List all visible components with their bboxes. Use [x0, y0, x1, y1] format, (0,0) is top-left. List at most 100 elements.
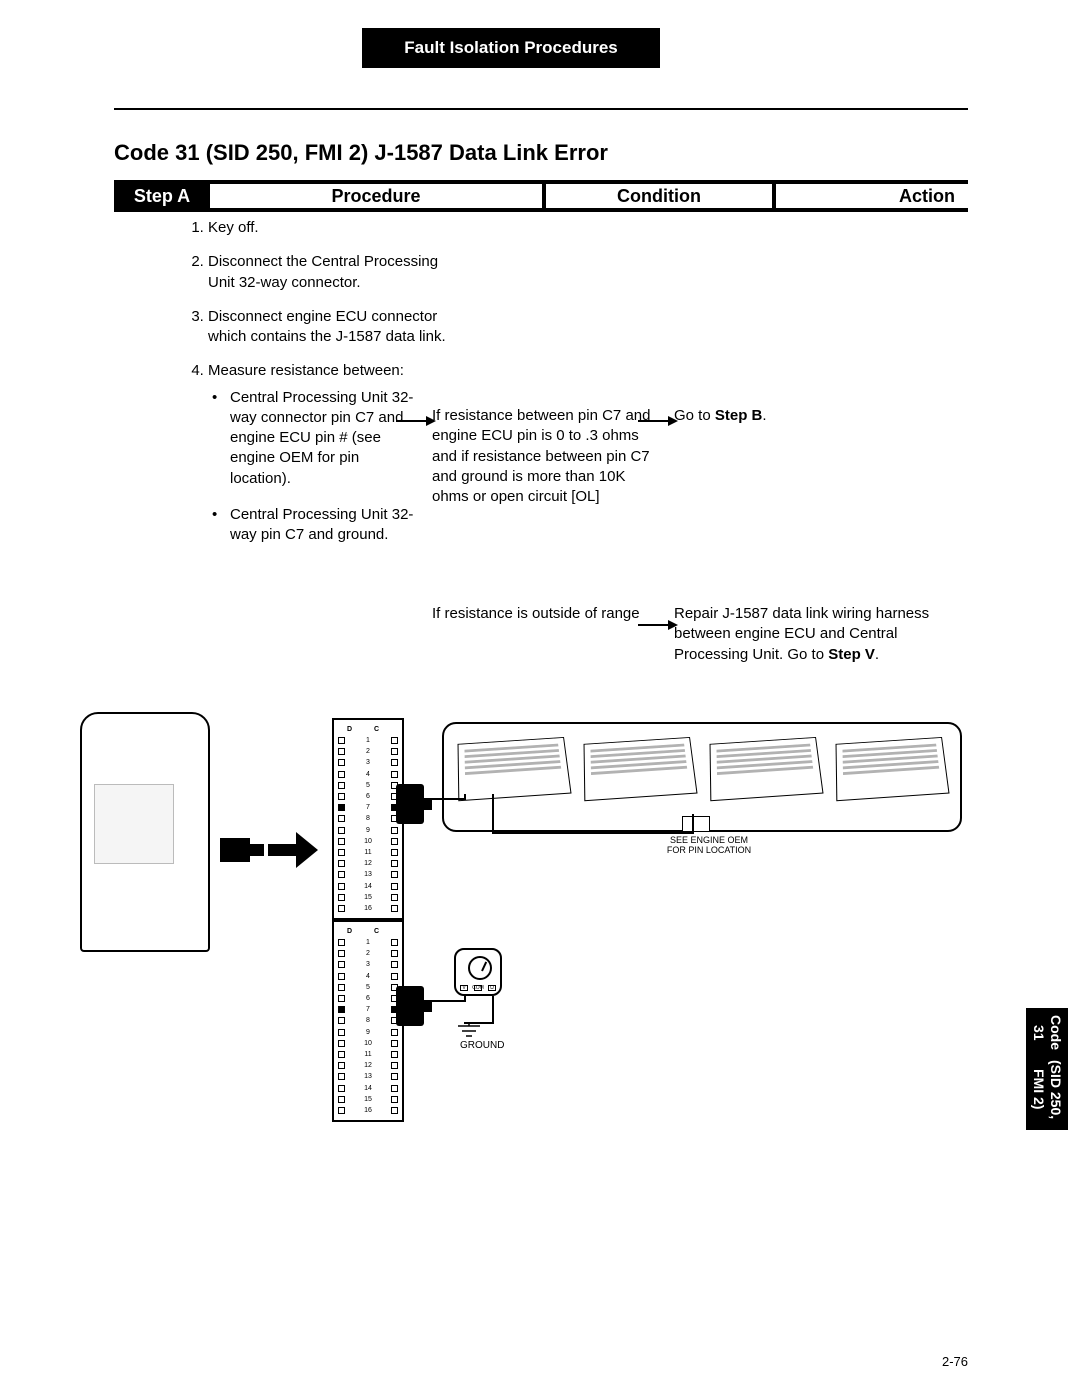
wire	[492, 996, 494, 1022]
procedure-subitem: Central Processing Unit 32-way connector…	[212, 388, 466, 489]
arrow-icon	[638, 618, 678, 632]
page-title: Code 31 (SID 250, FMI 2) J-1587 Data Lin…	[114, 140, 608, 166]
connector-row: 9	[338, 825, 398, 836]
connector-row: 4	[338, 769, 398, 780]
ground-icon	[456, 1022, 482, 1040]
procedure-column: Key off. Disconnect the Central Processi…	[186, 218, 496, 561]
connector-row: 3	[338, 959, 398, 970]
meter-port-label: V	[460, 985, 468, 991]
connector-row: 9	[338, 1027, 398, 1038]
connector-row: 14	[338, 1082, 398, 1093]
wire	[420, 1000, 464, 1002]
connector-row: 4	[338, 971, 398, 982]
connector-row: 3	[338, 757, 398, 768]
connector-row: 10	[338, 1038, 398, 1049]
arrow-right-icon	[268, 832, 318, 868]
wire	[464, 996, 466, 1002]
procedure-item: Disconnect engine ECU connector which co…	[208, 307, 496, 348]
header-title: Fault Isolation Procedures	[404, 38, 618, 58]
connector-row: 13	[338, 869, 398, 880]
action-text: Repair J-1587 data link wiring harness b…	[674, 605, 929, 663]
ecu-note-line: FOR PIN LOCATION	[644, 846, 774, 856]
meter-port-label: Ω	[488, 985, 496, 991]
multimeter-icon: V COM Ω	[454, 948, 502, 1008]
connector-row: 2	[338, 746, 398, 757]
action-suffix: .	[875, 646, 879, 663]
column-header-condition: Condition	[546, 184, 772, 208]
connector-row: 6	[338, 791, 398, 802]
page-number: 2-76	[942, 1354, 968, 1369]
connector-row: 7	[338, 1004, 398, 1015]
condition-text: If resistance is outside of range	[432, 605, 640, 622]
arrow-icon	[638, 414, 678, 428]
wire	[492, 832, 692, 834]
connector-row: 5	[338, 780, 398, 791]
wire	[420, 798, 464, 800]
action-bold: Step V	[828, 646, 875, 663]
wire	[464, 794, 466, 800]
condition-text: If resistance between pin C7 and engine …	[432, 407, 650, 505]
ecu-connector-icon	[682, 816, 710, 832]
column-header-action: Action	[776, 184, 1078, 208]
connector-row: 8	[338, 813, 398, 824]
meter-port-label: COM	[474, 985, 482, 991]
wiring-diagram: D C 12345678910111213141516 V COM Ω SEE …	[80, 712, 980, 1172]
connector-row: 5	[338, 982, 398, 993]
connector-row: 10	[338, 836, 398, 847]
connector-row: 12	[338, 1060, 398, 1071]
connector-plug-icon	[396, 784, 424, 824]
condition-cell: If resistance is outside of range	[432, 604, 658, 624]
cpu-module-icon	[80, 712, 210, 952]
header-band: Fault Isolation Procedures	[362, 28, 660, 68]
connector-row: 11	[338, 847, 398, 858]
ecu-icon	[710, 737, 824, 801]
connector-32way-icon: D C 12345678910111213141516	[332, 718, 404, 920]
step-header-bar: Step A Procedure Condition Action	[114, 180, 968, 212]
column-header-procedure: Procedure	[210, 184, 542, 208]
ecu-group-icon: SEE ENGINE OEM FOR PIN LOCATION	[442, 722, 962, 832]
procedure-subitem: Central Processing Unit 32-way pin C7 an…	[212, 505, 466, 546]
procedure-item: Key off.	[208, 218, 496, 238]
connector-row: 15	[338, 892, 398, 903]
connector-row: 8	[338, 1015, 398, 1026]
connector-row: 11	[338, 1049, 398, 1060]
ground-label: GROUND	[460, 1040, 504, 1051]
action-cell: Go to Step B.	[674, 406, 954, 426]
action-text: Go to	[674, 407, 715, 424]
connector-columns-label: D C	[338, 726, 398, 733]
cpu-screen-icon	[94, 784, 174, 864]
procedure-sublist: Central Processing Unit 32-way connector…	[208, 388, 466, 546]
procedure-item-text: Measure resistance between:	[208, 362, 404, 379]
connector-row: 15	[338, 1094, 398, 1105]
ecu-note: SEE ENGINE OEM FOR PIN LOCATION	[644, 836, 774, 856]
connector-row: 14	[338, 880, 398, 891]
connector-row: 6	[338, 993, 398, 1004]
wire	[692, 814, 694, 834]
condition-cell: If resistance between pin C7 and engine …	[432, 406, 658, 507]
ecu-icon	[458, 737, 572, 801]
connector-32way-icon: D C 12345678910111213141516	[332, 920, 404, 1122]
horizontal-rule	[114, 108, 968, 110]
connector-columns-label: D C	[338, 928, 398, 935]
wire	[492, 794, 494, 834]
side-tab-line: (SID 250, FMI 2)	[1030, 1054, 1064, 1124]
connector-row: 1	[338, 735, 398, 746]
ecu-icon	[836, 737, 950, 801]
ecu-icon	[584, 737, 698, 801]
connector-plug-icon	[396, 986, 424, 1026]
connector-row: 2	[338, 948, 398, 959]
connector-row: 7	[338, 802, 398, 813]
action-cell: Repair J-1587 data link wiring harness b…	[674, 604, 954, 665]
procedure-item: Disconnect the Central Processing Unit 3…	[208, 252, 496, 293]
connector-row: 16	[338, 1105, 398, 1116]
connector-row: 13	[338, 1071, 398, 1082]
action-bold: Step B	[715, 407, 763, 424]
connector-row: 16	[338, 903, 398, 914]
side-tab: Code 31 (SID 250, FMI 2)	[1026, 1008, 1068, 1130]
connector-row: 1	[338, 937, 398, 948]
cpu-plug-icon	[220, 830, 268, 870]
connector-row: 12	[338, 858, 398, 869]
step-label: Step A	[122, 180, 202, 212]
action-suffix: .	[762, 407, 766, 424]
arrow-icon	[396, 414, 436, 428]
